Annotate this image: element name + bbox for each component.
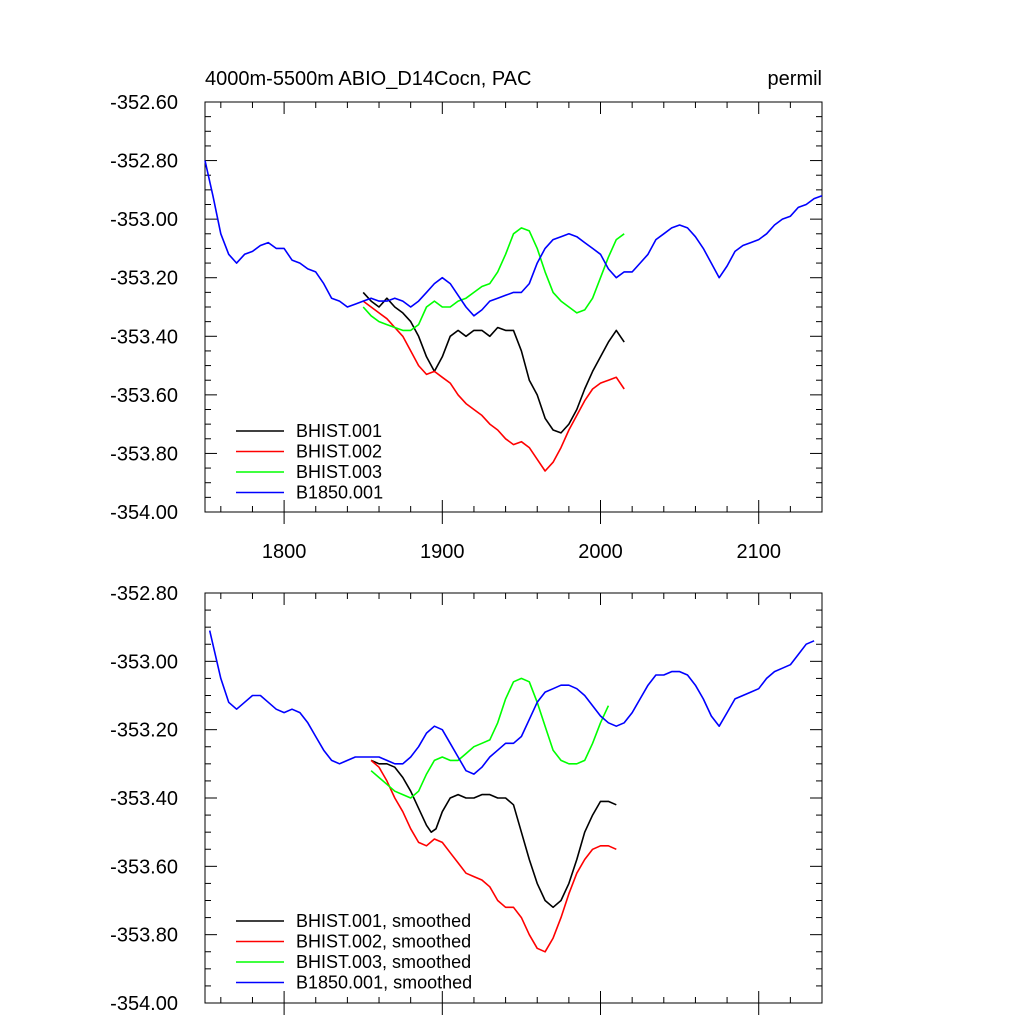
bottom-axes: -352.80 -353.00 -353.20 -353.40 -353.60 -353.… [110,583,823,1015]
top-plot-panel: 4000m-5500m ABIO_D14Cocn, PAC permil -35… [110,68,823,563]
y-tick-label: -353.00 [110,651,178,673]
legend-label: B1850.001, smoothed [296,973,472,993]
units-label: permil [768,68,822,90]
legend-label: BHIST.003, smoothed [296,952,471,972]
y-tick-label: -352.80 [110,583,178,605]
series-line-0 [362,291,625,434]
y-tick-label: -353.60 [110,385,178,407]
x-tick-label: 2100 [736,541,781,563]
y-tick-label: -353.40 [110,326,178,348]
bottom-plot-panel: -352.80 -353.00 -353.20 -353.40 -353.60 -353.… [110,583,823,1015]
series-line-2 [362,227,625,332]
legend-label: BHIST.002, smoothed [296,932,471,952]
y-tick-label: -353.00 [110,209,178,231]
series-line-3 [208,630,815,775]
x-tick-label: 2000 [578,541,623,563]
legend-label: BHIST.001, smoothed [296,911,471,931]
series-line-1 [362,300,625,472]
x-tick-label: 1900 [420,541,465,563]
bottom-series-lines [208,630,815,953]
y-tick-label: -353.80 [110,443,178,465]
series-line-3 [204,160,823,317]
y-tick-label: -354.00 [110,502,178,524]
y-tick-label: -352.60 [110,92,178,114]
legend-label: BHIST.002 [296,442,382,462]
y-tick-label: -352.80 [110,151,178,173]
legend-label: BHIST.001 [296,421,382,441]
legend-label: BHIST.003 [296,462,382,482]
x-tick-label: 1800 [262,541,307,563]
y-tick-label: -353.20 [110,720,178,742]
plot-title: 4000m-5500m ABIO_D14Cocn, PAC [205,68,531,90]
series-line-1 [370,759,617,953]
legend-label: B1850.001 [296,483,383,503]
y-tick-label: -353.40 [110,788,178,810]
y-tick-label: -353.80 [110,925,178,947]
y-tick-label: -354.00 [110,993,178,1015]
top-series-lines [204,160,823,472]
top-axes: -352.60 -352.80 -353.00 -353.20 -353.40 -353.… [110,92,823,563]
series-line-2 [370,677,610,799]
series-line-0 [370,759,617,909]
y-tick-label: -353.60 [110,856,178,878]
y-tick-label: -353.20 [110,268,178,290]
